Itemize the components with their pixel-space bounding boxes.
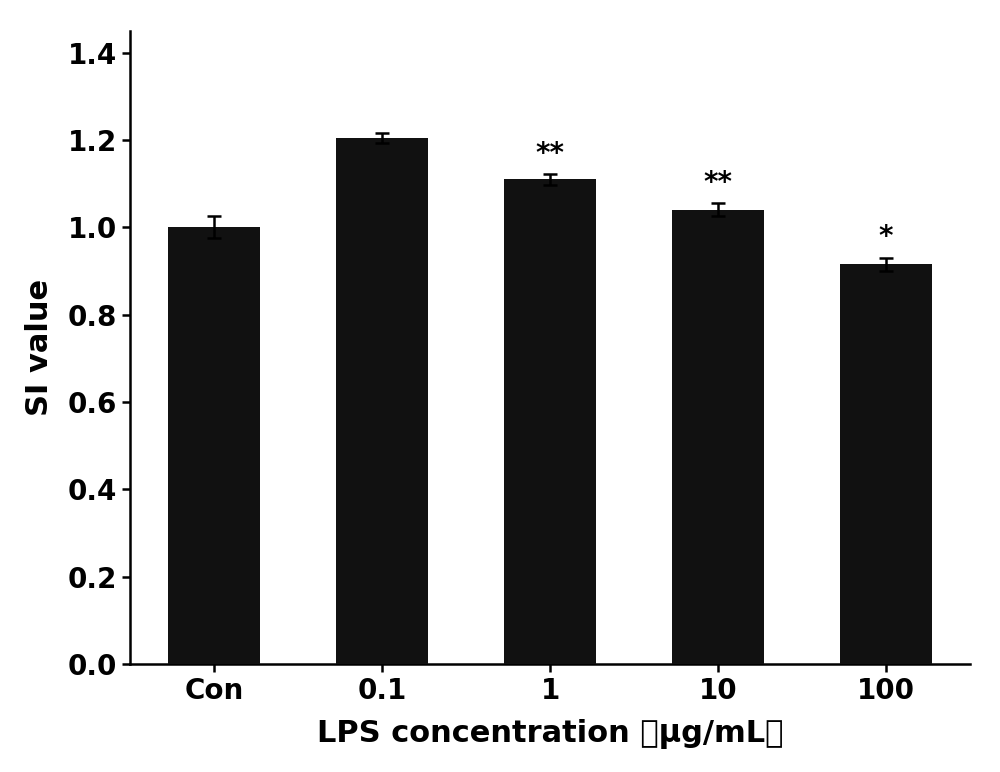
Text: *: * — [879, 223, 893, 252]
Bar — [168, 227, 260, 664]
Y-axis label: SI value: SI value — [25, 279, 54, 416]
Bar — [504, 179, 596, 664]
Bar — [672, 210, 764, 664]
X-axis label: LPS concentration （μg/mL）: LPS concentration （μg/mL） — [317, 719, 783, 749]
Bar — [840, 265, 932, 664]
Bar — [336, 138, 428, 664]
Text: **: ** — [704, 169, 732, 197]
Text: **: ** — [536, 140, 564, 168]
